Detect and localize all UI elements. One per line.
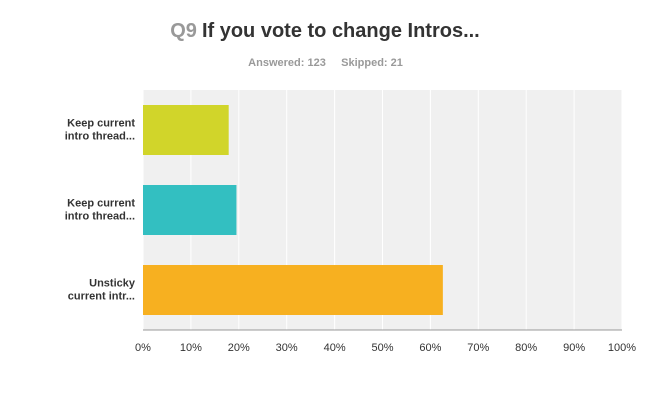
title-text: If you vote to change Intros... bbox=[202, 20, 480, 42]
skipped: Skipped: 21 bbox=[341, 57, 403, 69]
question-number: Q9 bbox=[170, 20, 197, 42]
x-tick-label: 50% bbox=[371, 342, 393, 354]
x-tick-label: 20% bbox=[228, 342, 250, 354]
bar bbox=[143, 265, 443, 315]
x-tick-label: 40% bbox=[324, 342, 346, 354]
y-tick-label: Keep current intro thread... bbox=[65, 197, 136, 222]
x-tick-label: 100% bbox=[608, 342, 636, 354]
chart-title: Q9 If you vote to change Intros... bbox=[170, 20, 480, 42]
y-tick-label: Keep current intro thread... bbox=[65, 117, 136, 142]
bar bbox=[143, 105, 229, 155]
x-tick-label: 30% bbox=[276, 342, 298, 354]
label-line: current intr... bbox=[68, 290, 135, 302]
label-line: intro thread... bbox=[65, 210, 135, 222]
label-line: Keep current bbox=[67, 197, 135, 209]
x-tick-label: 60% bbox=[419, 342, 441, 354]
answered: Answered: 123 bbox=[248, 57, 326, 69]
x-tick-label: 80% bbox=[515, 342, 537, 354]
x-tick-label: 10% bbox=[180, 342, 202, 354]
x-tick-label: 0% bbox=[135, 342, 151, 354]
label-line: Unsticky bbox=[89, 277, 136, 289]
y-tick-label: Unsticky current intr... bbox=[68, 277, 136, 302]
x-tick-label: 90% bbox=[563, 342, 585, 354]
x-tick-label: 70% bbox=[467, 342, 489, 354]
label-line: intro thread... bbox=[65, 130, 135, 142]
bar bbox=[143, 185, 237, 235]
label-line: Keep current bbox=[67, 117, 135, 129]
